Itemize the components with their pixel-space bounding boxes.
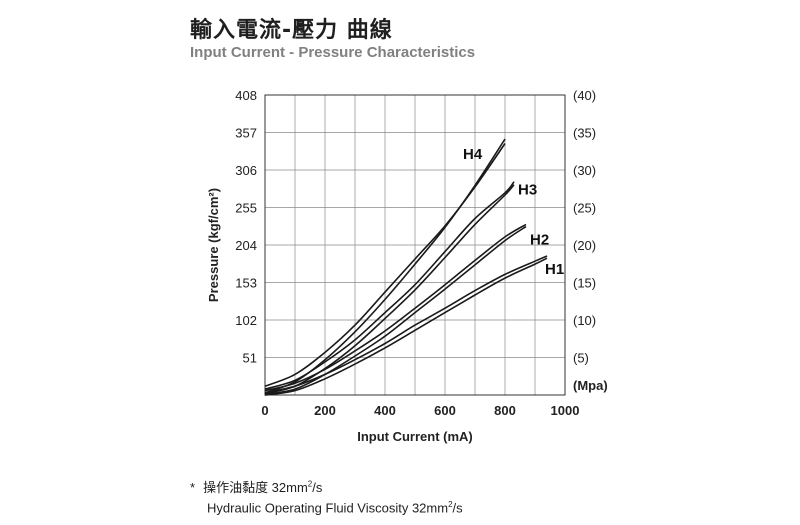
x-tick-label: 200 — [314, 403, 336, 418]
y2-tick-label: (30) — [573, 163, 596, 178]
series-h3-lower-line — [264, 184, 515, 395]
series-h2-lower-line — [264, 225, 527, 396]
y-axis-label: Pressure (kgf/cm²) — [206, 188, 221, 302]
x-tick-label: 400 — [374, 403, 396, 418]
x-tick-label: 600 — [434, 403, 456, 418]
viscosity-note-zh: * 操作油黏度 32mm2/s — [190, 477, 322, 496]
y-tick-label: 102 — [235, 313, 257, 328]
note-zh-sup: 2 — [307, 479, 313, 489]
chart-title-en: Input Current - Pressure Characteristics — [190, 44, 476, 61]
y2-tick-label: (5) — [573, 351, 589, 366]
pressure-chart: H4 H3 H2 H1 51 (5) 102 (10) 153 (15) 204 (20) 255 (2… — [206, 88, 608, 444]
y2-tick-label: (15) — [573, 276, 596, 291]
y-tick-label: 306 — [235, 163, 257, 178]
chart-ticks: 51 (5) 102 (10) 153 (15) 204 (20) 255 (25) 306 (30)… — [235, 88, 596, 418]
series-h2-upper-line — [264, 223, 527, 392]
series-h1-lower-line — [264, 257, 548, 396]
series-h3-label: H3 — [518, 182, 537, 199]
note-marker: * — [190, 480, 196, 495]
plot-frame — [264, 94, 566, 396]
y2-tick-label: (35) — [573, 126, 596, 141]
y-tick-label: 408 — [235, 88, 257, 103]
note-en-sup: 2 — [448, 500, 453, 509]
note-en-suffix: /s — [452, 500, 463, 516]
note-zh-text: 操作油黏度 32mm — [203, 480, 308, 495]
y2-axis-unit-label: (Mpa) — [573, 378, 608, 393]
x-tick-label: 1000 — [551, 403, 580, 418]
y2-tick-label: (40) — [573, 88, 596, 103]
viscosity-note-en: Hydraulic Operating Fluid Viscosity 32mm… — [207, 500, 463, 515]
note-en-text: Hydraulic Operating Fluid Viscosity 32mm — [207, 500, 449, 516]
note-zh-suffix: /s — [312, 480, 323, 495]
y-tick-label: 51 — [243, 351, 257, 366]
y2-tick-label: (20) — [573, 238, 596, 253]
y-tick-label: 255 — [235, 201, 257, 216]
x-tick-label: 800 — [494, 403, 516, 418]
y-tick-label: 357 — [235, 126, 257, 141]
series-h3-upper-line — [264, 181, 515, 390]
y2-tick-label: (25) — [573, 201, 596, 216]
chart-curves: H4 H3 H2 H1 — [264, 138, 564, 396]
x-axis-label: Input Current (mA) — [357, 429, 473, 444]
series-h4-label: H4 — [463, 146, 483, 163]
series-h1-label: H1 — [545, 261, 564, 278]
chart-title-zh: 輸入電流-壓力 曲線 — [190, 18, 393, 43]
y-tick-label: 153 — [235, 276, 257, 291]
chart-grid — [265, 95, 565, 395]
y-tick-label: 204 — [235, 238, 257, 253]
y2-tick-label: (10) — [573, 313, 596, 328]
x-tick-label: 0 — [261, 403, 268, 418]
series-h1-upper-line — [264, 255, 548, 394]
series-h2-label: H2 — [530, 232, 549, 249]
